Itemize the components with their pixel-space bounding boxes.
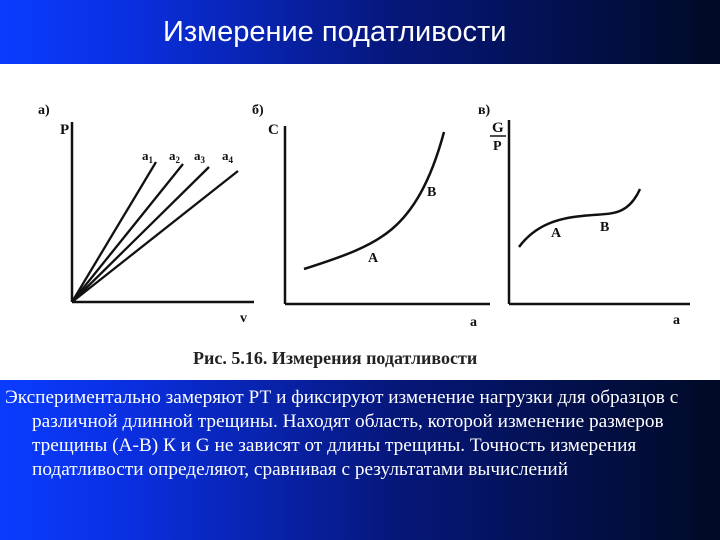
label-a1: a1 [142,148,154,165]
slide-body-text: Экспериментально замеряют РТ и фиксируют… [5,387,679,480]
panel-c-y-label-denominator: P [493,139,502,154]
panel-b-curve [303,131,446,271]
panel-b-point-a: A [368,251,379,266]
label-a2: a2 [169,148,181,165]
panel-a-line-a3 [71,166,210,303]
label-a4: a4 [222,148,234,165]
panel-a-y-label: P [60,122,69,138]
panel-b-point-b: B [427,185,436,200]
panel-a-line-a1 [71,161,157,303]
panel-c: в) G P a A B [478,103,690,328]
panel-b-tag: б) [252,103,264,118]
panel-a-line-a2 [71,163,184,303]
panel-a: а) P v a1 a2 a3 a4 [38,103,254,326]
panel-b: б) C a A B [252,103,490,330]
panel-a-line-a4 [71,170,239,303]
figure-svg: а) P v a1 a2 a3 a4 б) C a A B в) [38,103,690,368]
panel-c-y-label-numerator: G [492,120,504,136]
slide-title: Измерение податливости [163,16,507,48]
panel-c-point-a: A [551,226,562,241]
figure-caption: Рис. 5.16. Измерения податливости [193,348,477,368]
panel-c-x-label: a [673,313,680,328]
panel-a-tag: а) [38,103,50,118]
panel-c-curve [517,188,642,248]
label-a3: a3 [194,148,206,165]
panel-b-y-label: C [268,122,279,138]
panel-a-x-label: v [240,311,247,326]
compliance-figure: а) P v a1 a2 a3 a4 б) C a A B в) [0,64,720,380]
panel-b-x-label: a [470,315,477,330]
panel-c-tag: в) [478,103,491,118]
panel-c-point-b: B [600,220,609,235]
